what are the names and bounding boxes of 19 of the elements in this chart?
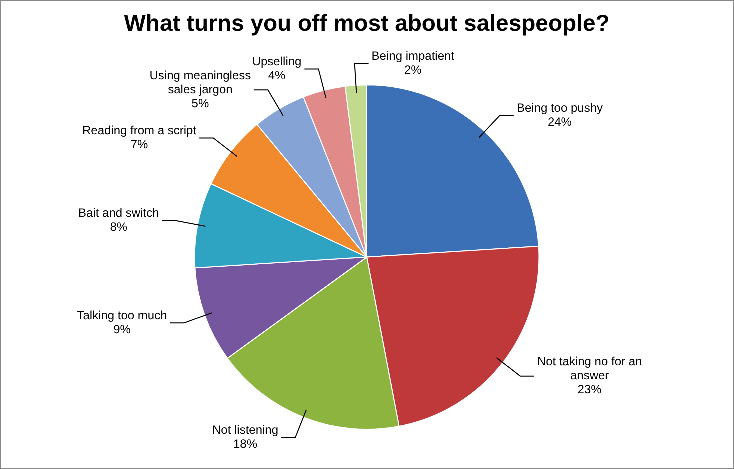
data-label: 7%	[130, 138, 149, 152]
slice-label: Being impatient	[372, 48, 456, 63]
slice-label: Using meaningless sales jargon	[150, 68, 252, 96]
data-label: 9%	[114, 322, 132, 336]
data-label: 24%	[548, 115, 572, 130]
slice-label: Not listening	[212, 423, 279, 438]
slice-label: Talking too much	[77, 308, 168, 322]
slice-label: Upselling	[252, 54, 302, 69]
data-label: 5%	[192, 96, 210, 110]
slice-label: Not taking no for an answer	[537, 354, 642, 383]
slice-label: Being too pushy	[516, 101, 603, 116]
slice-label: Reading from a script	[82, 124, 198, 138]
chart-title: What turns you off most about salespeople?	[124, 10, 610, 36]
data-label: 4%	[268, 68, 286, 83]
data-label: 2%	[404, 62, 422, 77]
data-label: 8%	[110, 220, 128, 234]
slice-label: Bait and switch	[78, 206, 160, 220]
data-label: 18%	[233, 437, 258, 452]
data-label: 23%	[578, 382, 602, 397]
